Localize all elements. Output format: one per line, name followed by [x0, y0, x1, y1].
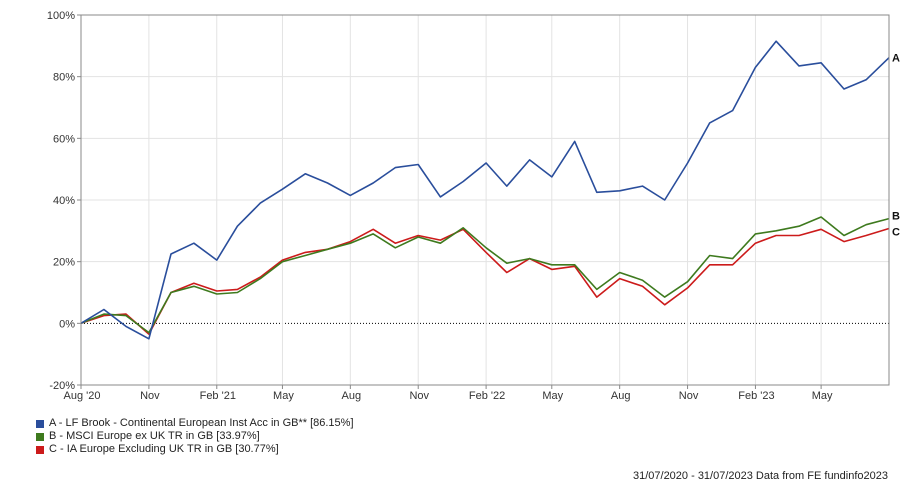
x-tick-label: Feb '23 — [738, 390, 774, 402]
legend-swatch-c — [36, 445, 44, 454]
x-axis: Aug '20 Nov Feb '21 May Aug Nov Feb '22 May Aug N… — [64, 385, 833, 402]
chart-grid — [80, 14, 889, 386]
legend-item-b: B - MSCI Europe ex UK TR in GB [33.97%] — [36, 430, 354, 443]
date-range-footer: 31/07/2020 - 31/07/2023 Data from FE fun… — [632, 470, 888, 482]
x-tick-label: Aug '20 — [64, 390, 101, 402]
y-axis: -20% 0% 20% 40% 60% 80% 100% — [47, 10, 81, 392]
x-tick-label: May — [542, 390, 563, 402]
x-tick-label: Feb '22 — [469, 390, 505, 402]
x-tick-label: Aug — [342, 390, 362, 402]
series-end-label-a: A — [892, 53, 900, 65]
x-tick-label: Nov — [409, 390, 429, 402]
y-tick-label: 80% — [53, 72, 75, 84]
line-chart: -20% 0% 20% 40% 60% 80% 100% Aug '20 Nov Feb '21… — [47, 10, 900, 402]
chart-series — [80, 40, 890, 340]
legend: A - LF Brook - Continental European Inst… — [36, 417, 354, 456]
series-line-c — [80, 227, 890, 335]
legend-swatch-a — [36, 419, 44, 428]
x-tick-label: May — [812, 390, 833, 402]
plot-frame — [80, 14, 890, 386]
x-tick-label: Aug — [611, 390, 631, 402]
x-tick-label: Nov — [140, 390, 160, 402]
y-tick-label: 40% — [53, 195, 75, 207]
series-line-b — [80, 216, 890, 334]
legend-item-c: C - IA Europe Excluding UK TR in GB [30.… — [36, 443, 354, 456]
x-tick-label: Feb '21 — [200, 390, 236, 402]
series-line-a — [80, 40, 890, 340]
legend-swatch-b — [36, 432, 44, 441]
series-end-labels: A BC — [892, 53, 900, 239]
legend-label-a: A - LF Brook - Continental European Inst… — [49, 417, 354, 429]
series-end-label-c: C — [892, 226, 900, 238]
series-end-label-b: B — [892, 211, 900, 223]
legend-label-c: C - IA Europe Excluding UK TR in GB [30.… — [49, 443, 279, 455]
y-tick-label: 20% — [53, 257, 75, 269]
legend-item-a: A - LF Brook - Continental European Inst… — [36, 417, 354, 430]
y-tick-label: 100% — [47, 10, 75, 22]
y-tick-label: -20% — [49, 380, 75, 392]
y-tick-label: 60% — [53, 133, 75, 145]
x-tick-label: Nov — [679, 390, 699, 402]
y-tick-label: 0% — [59, 318, 75, 330]
legend-label-b: B - MSCI Europe ex UK TR in GB [33.97%] — [49, 430, 260, 442]
x-tick-label: May — [273, 390, 294, 402]
